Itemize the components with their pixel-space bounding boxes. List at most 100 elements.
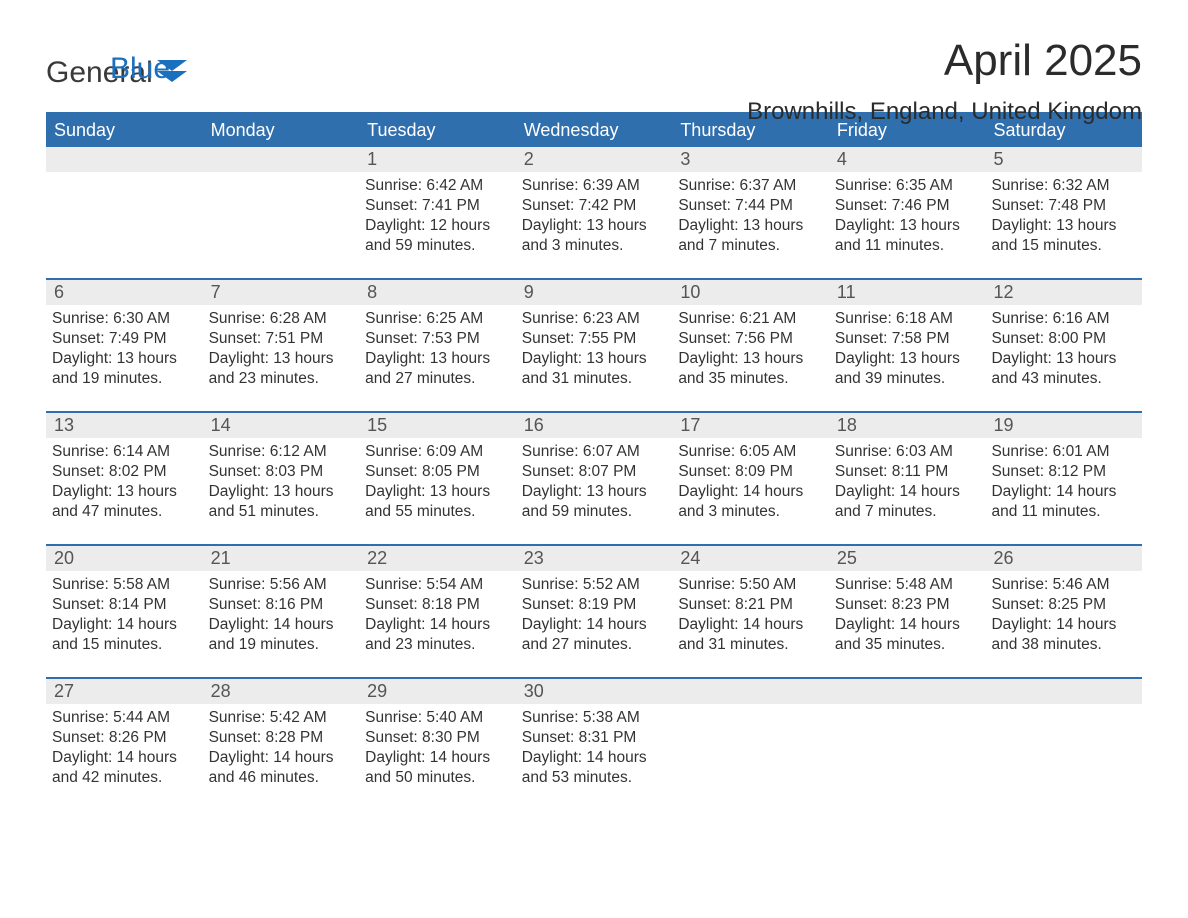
day-detail-row: Sunrise: 5:44 AMSunset: 8:26 PMDaylight:… xyxy=(46,704,1142,810)
day-detail: Sunrise: 6:23 AMSunset: 7:55 PMDaylight:… xyxy=(516,305,673,411)
daylight-text: and 39 minutes. xyxy=(835,369,978,389)
sunrise-text: Sunrise: 6:42 AM xyxy=(365,176,508,196)
daylight-text: and 46 minutes. xyxy=(209,768,352,788)
daylight-text: and 31 minutes. xyxy=(678,635,821,655)
day-number xyxy=(985,679,1142,704)
day-detail: Sunrise: 5:44 AMSunset: 8:26 PMDaylight:… xyxy=(46,704,203,810)
daylight-text: and 11 minutes. xyxy=(991,502,1134,522)
daylight-text: Daylight: 14 hours xyxy=(678,482,821,502)
sunset-text: Sunset: 7:49 PM xyxy=(52,329,195,349)
day-number: 5 xyxy=(985,147,1142,172)
sunrise-text: Sunrise: 5:52 AM xyxy=(522,575,665,595)
daylight-text: Daylight: 12 hours xyxy=(365,216,508,236)
day-detail: Sunrise: 6:01 AMSunset: 8:12 PMDaylight:… xyxy=(985,438,1142,544)
sunset-text: Sunset: 7:58 PM xyxy=(835,329,978,349)
daylight-text: and 27 minutes. xyxy=(522,635,665,655)
daylight-text: and 3 minutes. xyxy=(678,502,821,522)
daylight-text: Daylight: 13 hours xyxy=(522,482,665,502)
daylight-text: Daylight: 14 hours xyxy=(209,748,352,768)
sunrise-text: Sunrise: 6:32 AM xyxy=(991,176,1134,196)
daylight-text: Daylight: 13 hours xyxy=(991,216,1134,236)
day-number: 1 xyxy=(359,147,516,172)
daylight-text: Daylight: 14 hours xyxy=(522,748,665,768)
day-number: 7 xyxy=(203,280,360,305)
daylight-text: Daylight: 13 hours xyxy=(522,349,665,369)
sunrise-text: Sunrise: 5:40 AM xyxy=(365,708,508,728)
sunset-text: Sunset: 8:26 PM xyxy=(52,728,195,748)
day-detail-row: Sunrise: 6:14 AMSunset: 8:02 PMDaylight:… xyxy=(46,438,1142,544)
daylight-text: and 7 minutes. xyxy=(835,502,978,522)
daylight-text: Daylight: 14 hours xyxy=(52,748,195,768)
daylight-text: Daylight: 13 hours xyxy=(678,349,821,369)
day-detail-row: Sunrise: 6:42 AMSunset: 7:41 PMDaylight:… xyxy=(46,172,1142,278)
day-detail: Sunrise: 6:39 AMSunset: 7:42 PMDaylight:… xyxy=(516,172,673,278)
day-detail: Sunrise: 6:30 AMSunset: 7:49 PMDaylight:… xyxy=(46,305,203,411)
sunset-text: Sunset: 7:42 PM xyxy=(522,196,665,216)
sunset-text: Sunset: 7:48 PM xyxy=(991,196,1134,216)
sunrise-text: Sunrise: 5:48 AM xyxy=(835,575,978,595)
sunrise-text: Sunrise: 6:16 AM xyxy=(991,309,1134,329)
day-number-row: 6789101112 xyxy=(46,280,1142,305)
daylight-text: and 15 minutes. xyxy=(52,635,195,655)
daylight-text: and 53 minutes. xyxy=(522,768,665,788)
day-detail: Sunrise: 5:46 AMSunset: 8:25 PMDaylight:… xyxy=(985,571,1142,677)
day-number: 18 xyxy=(829,413,986,438)
day-detail: Sunrise: 6:07 AMSunset: 8:07 PMDaylight:… xyxy=(516,438,673,544)
daylight-text: and 51 minutes. xyxy=(209,502,352,522)
daylight-text: and 47 minutes. xyxy=(52,502,195,522)
day-number-row: 20212223242526 xyxy=(46,546,1142,571)
daylight-text: and 35 minutes. xyxy=(835,635,978,655)
daylight-text: Daylight: 13 hours xyxy=(991,349,1134,369)
day-number: 15 xyxy=(359,413,516,438)
sunrise-text: Sunrise: 6:14 AM xyxy=(52,442,195,462)
sunset-text: Sunset: 7:55 PM xyxy=(522,329,665,349)
day-detail-row: Sunrise: 6:30 AMSunset: 7:49 PMDaylight:… xyxy=(46,305,1142,411)
week-row: 27282930Sunrise: 5:44 AMSunset: 8:26 PMD… xyxy=(46,677,1142,810)
sunrise-text: Sunrise: 6:37 AM xyxy=(678,176,821,196)
day-number: 26 xyxy=(985,546,1142,571)
sunset-text: Sunset: 8:14 PM xyxy=(52,595,195,615)
sunset-text: Sunset: 8:30 PM xyxy=(365,728,508,748)
dow-saturday: Saturday xyxy=(985,114,1142,147)
day-number: 13 xyxy=(46,413,203,438)
sunrise-text: Sunrise: 6:18 AM xyxy=(835,309,978,329)
day-detail: Sunrise: 6:18 AMSunset: 7:58 PMDaylight:… xyxy=(829,305,986,411)
daylight-text: and 19 minutes. xyxy=(52,369,195,389)
day-number: 19 xyxy=(985,413,1142,438)
dow-thursday: Thursday xyxy=(672,114,829,147)
day-number: 21 xyxy=(203,546,360,571)
sunset-text: Sunset: 7:44 PM xyxy=(678,196,821,216)
week-row: 6789101112Sunrise: 6:30 AMSunset: 7:49 P… xyxy=(46,278,1142,411)
daylight-text: Daylight: 14 hours xyxy=(522,615,665,635)
day-detail: Sunrise: 6:03 AMSunset: 8:11 PMDaylight:… xyxy=(829,438,986,544)
dow-monday: Monday xyxy=(203,114,360,147)
day-detail: Sunrise: 5:50 AMSunset: 8:21 PMDaylight:… xyxy=(672,571,829,677)
day-number: 8 xyxy=(359,280,516,305)
sunset-text: Sunset: 8:12 PM xyxy=(991,462,1134,482)
daylight-text: and 38 minutes. xyxy=(991,635,1134,655)
calendar: Sunday Monday Tuesday Wednesday Thursday… xyxy=(46,112,1142,810)
day-detail xyxy=(985,704,1142,810)
daylight-text: Daylight: 13 hours xyxy=(678,216,821,236)
daylight-text: and 42 minutes. xyxy=(52,768,195,788)
day-number: 3 xyxy=(672,147,829,172)
daylight-text: and 3 minutes. xyxy=(522,236,665,256)
day-of-week-row: Sunday Monday Tuesday Wednesday Thursday… xyxy=(46,114,1142,147)
sunset-text: Sunset: 7:41 PM xyxy=(365,196,508,216)
daylight-text: Daylight: 14 hours xyxy=(365,615,508,635)
week-row: 13141516171819Sunrise: 6:14 AMSunset: 8:… xyxy=(46,411,1142,544)
sunrise-text: Sunrise: 6:01 AM xyxy=(991,442,1134,462)
sunrise-text: Sunrise: 6:12 AM xyxy=(209,442,352,462)
sunset-text: Sunset: 7:53 PM xyxy=(365,329,508,349)
day-detail: Sunrise: 6:42 AMSunset: 7:41 PMDaylight:… xyxy=(359,172,516,278)
day-detail: Sunrise: 5:38 AMSunset: 8:31 PMDaylight:… xyxy=(516,704,673,810)
sunrise-text: Sunrise: 5:42 AM xyxy=(209,708,352,728)
daylight-text: Daylight: 13 hours xyxy=(522,216,665,236)
sunset-text: Sunset: 7:51 PM xyxy=(209,329,352,349)
day-detail: Sunrise: 6:35 AMSunset: 7:46 PMDaylight:… xyxy=(829,172,986,278)
day-number: 30 xyxy=(516,679,673,704)
day-detail: Sunrise: 6:14 AMSunset: 8:02 PMDaylight:… xyxy=(46,438,203,544)
sunrise-text: Sunrise: 5:54 AM xyxy=(365,575,508,595)
sunset-text: Sunset: 8:23 PM xyxy=(835,595,978,615)
day-number: 6 xyxy=(46,280,203,305)
